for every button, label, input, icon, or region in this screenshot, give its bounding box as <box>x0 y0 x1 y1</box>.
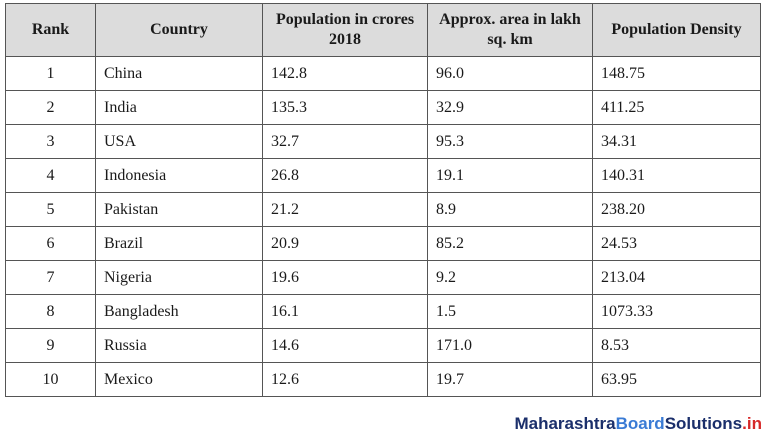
cell-density: 148.75 <box>592 56 761 91</box>
cell-rank: 5 <box>5 192 96 227</box>
cell-density: 34.31 <box>592 124 761 159</box>
cell-country: Brazil <box>95 226 263 261</box>
cell-density: 213.04 <box>592 260 761 295</box>
cell-rank: 7 <box>5 260 96 295</box>
table-row: 6 Brazil 20.9 85.2 24.53 <box>5 226 761 261</box>
cell-population: 12.6 <box>262 362 428 397</box>
cell-country: Bangladesh <box>95 294 263 329</box>
watermark-part-4: .in <box>742 414 762 433</box>
cell-density: 8.53 <box>592 328 761 363</box>
cell-rank: 8 <box>5 294 96 329</box>
cell-country: Russia <box>95 328 263 363</box>
cell-rank: 3 <box>5 124 96 159</box>
cell-density: 238.20 <box>592 192 761 227</box>
cell-country: USA <box>95 124 263 159</box>
population-table: Rank Country Population in crores 2018 A… <box>5 3 761 397</box>
cell-population: 20.9 <box>262 226 428 261</box>
table-row: 3 USA 32.7 95.3 34.31 <box>5 124 761 159</box>
cell-country: Indonesia <box>95 158 263 193</box>
cell-population: 26.8 <box>262 158 428 193</box>
header-row: Rank Country Population in crores 2018 A… <box>5 3 761 57</box>
cell-rank: 1 <box>5 56 96 91</box>
cell-population: 32.7 <box>262 124 428 159</box>
cell-area: 85.2 <box>427 226 593 261</box>
cell-density: 24.53 <box>592 226 761 261</box>
table-row: 7 Nigeria 19.6 9.2 213.04 <box>5 260 761 295</box>
header-country: Country <box>95 3 263 57</box>
cell-density: 63.95 <box>592 362 761 397</box>
cell-rank: 2 <box>5 90 96 125</box>
cell-population: 19.6 <box>262 260 428 295</box>
table-row: 10 Mexico 12.6 19.7 63.95 <box>5 362 761 397</box>
cell-population: 142.8 <box>262 56 428 91</box>
cell-country: Pakistan <box>95 192 263 227</box>
cell-area: 19.1 <box>427 158 593 193</box>
table-row: 4 Indonesia 26.8 19.1 140.31 <box>5 158 761 193</box>
cell-area: 171.0 <box>427 328 593 363</box>
cell-population: 21.2 <box>262 192 428 227</box>
table-row: 5 Pakistan 21.2 8.9 238.20 <box>5 192 761 227</box>
cell-country: India <box>95 90 263 125</box>
cell-density: 140.31 <box>592 158 761 193</box>
cell-density: 411.25 <box>592 90 761 125</box>
population-table-container: Rank Country Population in crores 2018 A… <box>5 3 761 397</box>
cell-country: China <box>95 56 263 91</box>
cell-population: 14.6 <box>262 328 428 363</box>
cell-rank: 4 <box>5 158 96 193</box>
cell-rank: 6 <box>5 226 96 261</box>
cell-rank: 10 <box>5 362 96 397</box>
site-watermark: MaharashtraBoardSolutions.in <box>514 414 762 434</box>
cell-area: 32.9 <box>427 90 593 125</box>
table-row: 9 Russia 14.6 171.0 8.53 <box>5 328 761 363</box>
watermark-part-3: Solutions <box>664 414 743 433</box>
table-header: Rank Country Population in crores 2018 A… <box>5 3 761 57</box>
cell-rank: 9 <box>5 328 96 363</box>
cell-population: 16.1 <box>262 294 428 329</box>
cell-country: Nigeria <box>95 260 263 295</box>
cell-area: 1.5 <box>427 294 593 329</box>
table-row: 8 Bangladesh 16.1 1.5 1073.33 <box>5 294 761 329</box>
cell-density: 1073.33 <box>592 294 761 329</box>
cell-area: 96.0 <box>427 56 593 91</box>
header-density: Population Density <box>592 3 761 57</box>
watermark-part-2: Board <box>615 414 665 433</box>
cell-area: 8.9 <box>427 192 593 227</box>
cell-country: Mexico <box>95 362 263 397</box>
cell-population: 135.3 <box>262 90 428 125</box>
cell-area: 19.7 <box>427 362 593 397</box>
table-row: 1 China 142.8 96.0 148.75 <box>5 56 761 91</box>
watermark-part-1: Maharashtra <box>514 414 616 433</box>
table-body: 1 China 142.8 96.0 148.75 2 India 135.3 … <box>5 56 761 397</box>
header-rank: Rank <box>5 3 96 57</box>
cell-area: 9.2 <box>427 260 593 295</box>
cell-area: 95.3 <box>427 124 593 159</box>
header-area: Approx. area in lakh sq. km <box>427 3 593 57</box>
header-population: Population in crores 2018 <box>262 3 428 57</box>
table-row: 2 India 135.3 32.9 411.25 <box>5 90 761 125</box>
